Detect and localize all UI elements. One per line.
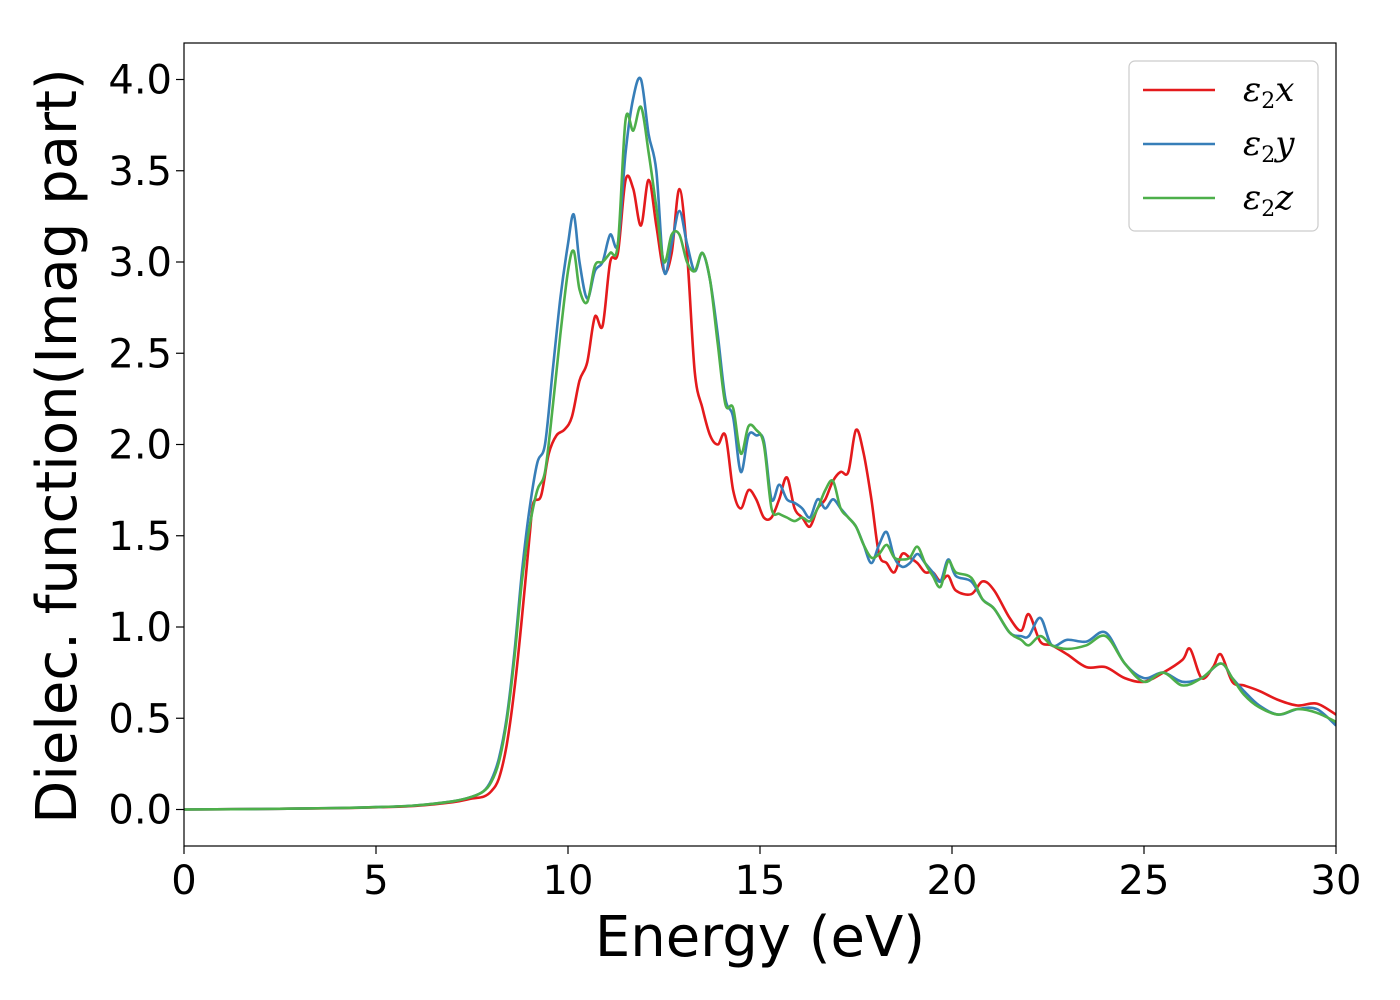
- y-tick-label: 3.0: [108, 240, 172, 286]
- y-tick-label: 3.5: [108, 149, 172, 195]
- y-tick-label: 4.0: [108, 58, 172, 104]
- y-tick-label: 2.5: [108, 331, 172, 377]
- y-tick-label: 0.0: [108, 788, 172, 834]
- legend-box: [1128, 60, 1319, 232]
- y-tick-label: 1.5: [108, 514, 172, 560]
- x-tick-label: 20: [927, 858, 978, 904]
- series-layer: [184, 76, 1336, 811]
- y-tick-label: 0.5: [108, 696, 172, 742]
- y-tick-label: 1.0: [108, 605, 172, 651]
- legend-label-x: ε2x: [1243, 70, 1294, 114]
- y-axis-label: Dielec. function(Imag part): [25, 68, 90, 824]
- x-tick-label: 5: [363, 858, 388, 904]
- x-tick-label: 0: [171, 858, 196, 904]
- series-line-z: [184, 105, 1336, 811]
- legend: ε2x ε2y ε2z: [1128, 60, 1319, 232]
- y-axis-ticks: 0.0 0.5 1.0 1.5 2.0 2.5 3.0 3.5 4.0: [108, 58, 184, 834]
- x-tick-label: 15: [735, 858, 786, 904]
- legend-label-y: ε2y: [1243, 124, 1295, 168]
- x-axis-ticks: 0 5 10 15 20 25 30: [171, 846, 1361, 904]
- y-tick-label: 2.0: [108, 423, 172, 469]
- x-tick-label: 30: [1311, 858, 1362, 904]
- x-tick-label: 10: [543, 858, 594, 904]
- x-axis-label: Energy (eV): [595, 905, 925, 970]
- legend-label-z: ε2z: [1243, 178, 1294, 222]
- x-tick-label: 25: [1119, 858, 1170, 904]
